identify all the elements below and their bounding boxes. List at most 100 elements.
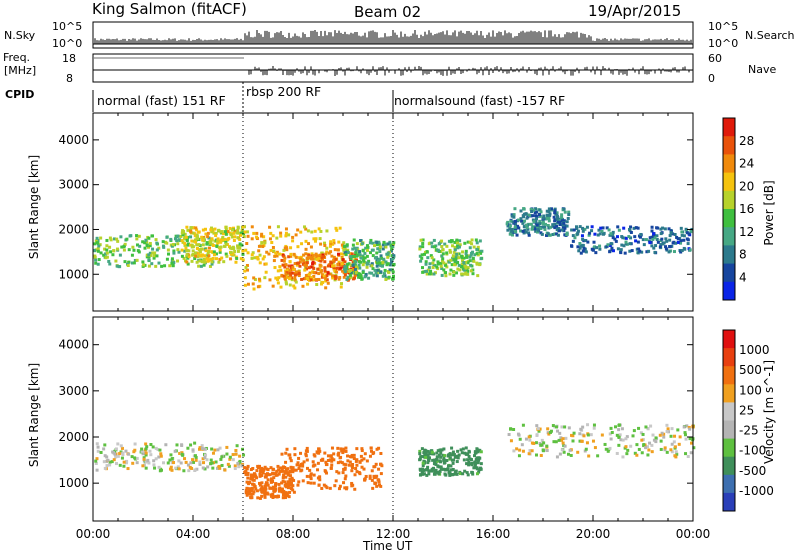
echo-cell [314, 237, 318, 241]
echo-cell [438, 469, 442, 473]
echo-cell [261, 471, 265, 475]
echo-cell [157, 465, 161, 469]
echo-cell [534, 207, 538, 211]
echo-cell [225, 445, 229, 449]
echo-cell [560, 438, 564, 442]
freq-trace [152, 57, 154, 59]
echo-cell [324, 276, 328, 280]
echo-cell [297, 480, 301, 484]
echo-cell [473, 454, 477, 458]
echo-cell [629, 236, 633, 240]
freq-tick-high: 18 [62, 52, 76, 65]
echo-cell [228, 231, 232, 235]
echo-cell [210, 237, 214, 241]
echo-cell [282, 274, 286, 278]
echo-cell [265, 481, 269, 485]
echo-cell [195, 467, 199, 471]
echo-cell [440, 259, 444, 263]
echo-cell [292, 468, 296, 472]
echo-cell [240, 464, 244, 468]
echo-cell [435, 265, 439, 269]
echo-cell [205, 256, 209, 260]
echo-cell [465, 462, 469, 466]
echo-cell [374, 475, 378, 479]
echo-cell [317, 451, 321, 455]
echo-cell [467, 454, 471, 458]
echo-cell [282, 248, 286, 252]
echo-cell [304, 454, 308, 458]
echo-cell [223, 244, 227, 248]
echo-cell [692, 446, 696, 450]
echo-cell [269, 466, 273, 470]
echo-cell [298, 464, 302, 468]
echo-cell [206, 235, 210, 239]
echo-cell [529, 207, 533, 211]
echo-cell [569, 244, 573, 248]
echo-cell [535, 223, 539, 227]
echo-cell [293, 278, 297, 282]
echo-cell [387, 275, 391, 279]
echo-cell [454, 472, 458, 476]
echo-cell [516, 432, 520, 436]
echo-cell [186, 228, 190, 232]
echo-cell [348, 273, 352, 277]
echo-cell [545, 233, 549, 237]
echo-cell [442, 459, 446, 463]
echo-cell [321, 253, 325, 257]
echo-cell [177, 467, 181, 471]
echo-cell [381, 274, 385, 278]
echo-cell [249, 473, 253, 477]
echo-cell [520, 219, 524, 223]
echo-cell [291, 239, 295, 243]
echo-cell [548, 213, 552, 217]
echo-cell [334, 257, 338, 261]
echo-cell [663, 446, 667, 450]
echo-cell [552, 215, 556, 219]
echo-cell [374, 462, 378, 466]
echo-cell [181, 240, 185, 244]
echo-cell [442, 456, 446, 460]
echo-cell [521, 423, 525, 427]
echo-cell [236, 244, 240, 248]
echo-cell [182, 256, 186, 260]
echo-cell [254, 487, 258, 491]
echo-cell [449, 258, 453, 262]
echo-cell [249, 496, 253, 500]
echo-cell [168, 264, 172, 268]
echo-cell [277, 482, 281, 486]
echo-cell [311, 460, 315, 464]
echo-cell [592, 240, 596, 244]
echo-cell [333, 248, 337, 252]
echo-cell [168, 458, 172, 462]
echo-cell [466, 240, 470, 244]
echo-cell [535, 424, 539, 428]
echo-cell [452, 263, 456, 267]
echo-cell [378, 257, 382, 261]
echo-cell [255, 476, 259, 480]
echo-cell [257, 249, 261, 253]
echo-cell [678, 237, 682, 241]
echo-cell [314, 278, 318, 282]
echo-cell [338, 460, 342, 464]
echo-cell [355, 463, 359, 467]
echo-region [418, 238, 484, 278]
echo-cell [432, 264, 436, 268]
echo-cell [275, 469, 279, 473]
colorbar-tick: 8 [739, 248, 747, 262]
echo-cell [202, 461, 206, 465]
echo-cell [96, 249, 100, 253]
station-title: King Salmon (fitACF) [92, 0, 247, 18]
echo-cell [634, 226, 638, 230]
colorbar-segment [723, 456, 735, 476]
echo-cell [258, 261, 262, 265]
echo-cell [526, 227, 530, 231]
echo-cell [187, 255, 191, 259]
echo-cell [251, 478, 255, 482]
echo-cell [284, 451, 288, 455]
echo-cell [112, 249, 116, 253]
echo-cell [325, 250, 329, 254]
echo-cell [233, 235, 237, 239]
echo-cell [536, 230, 540, 234]
freq-trace [182, 57, 184, 59]
echo-cell [451, 244, 455, 248]
